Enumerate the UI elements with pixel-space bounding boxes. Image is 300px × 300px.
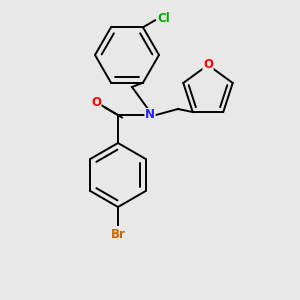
Text: Cl: Cl <box>158 12 170 25</box>
Text: N: N <box>145 109 155 122</box>
Text: O: O <box>91 95 101 109</box>
Text: O: O <box>203 58 213 71</box>
Text: Br: Br <box>111 229 125 242</box>
